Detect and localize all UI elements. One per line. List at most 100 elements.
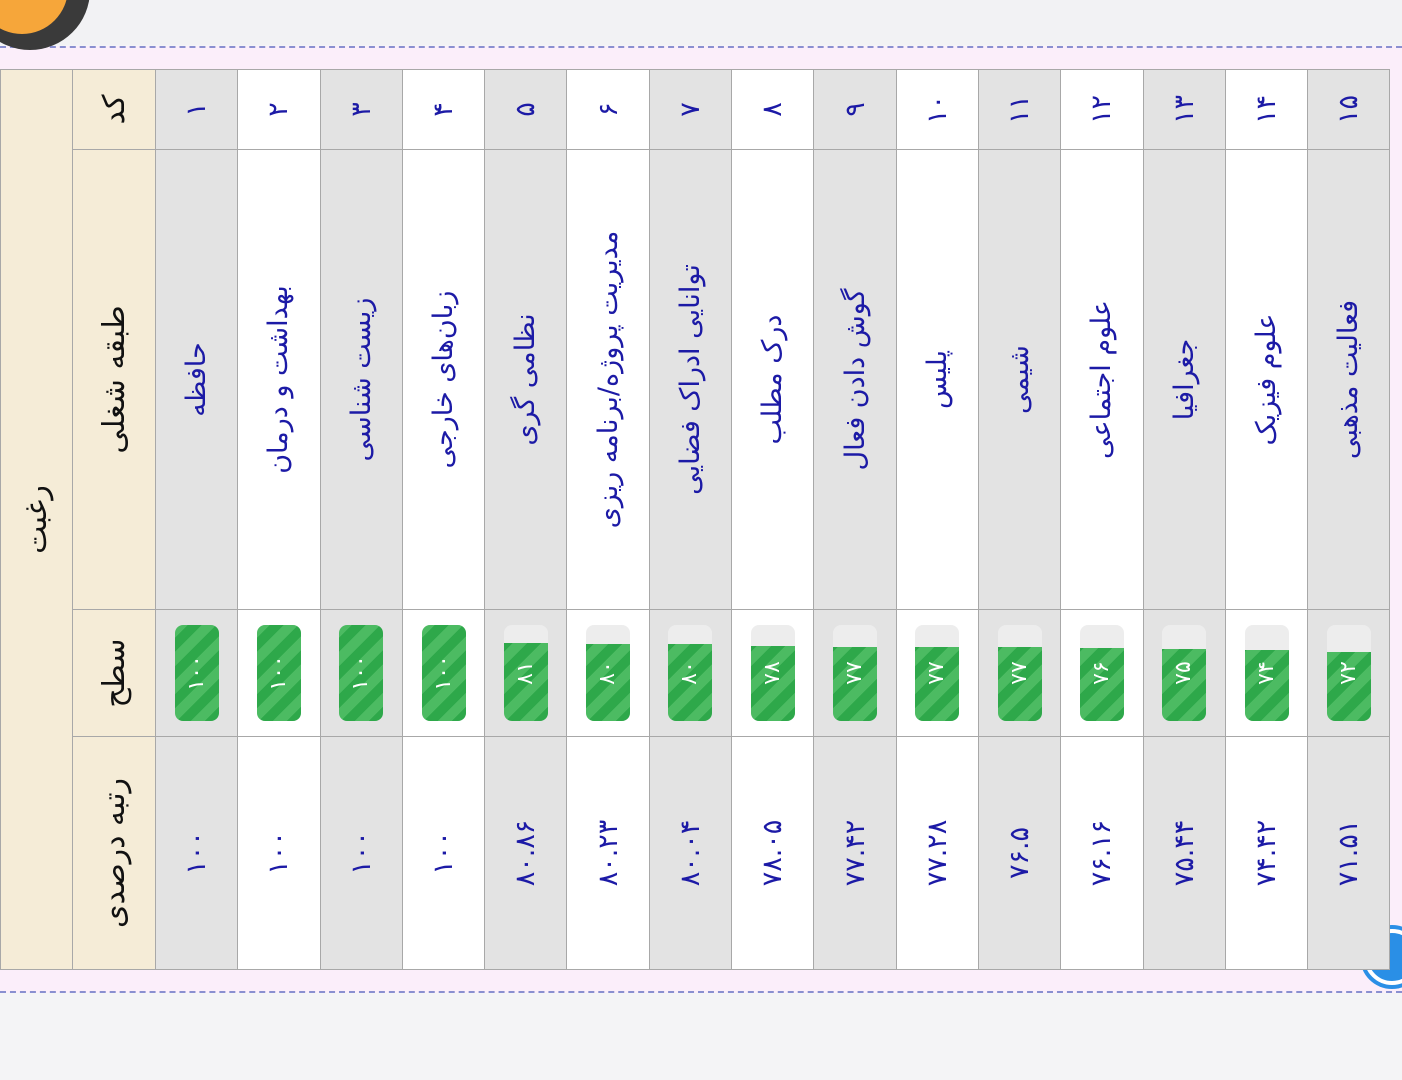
level-bar: ۷۲: [1326, 625, 1371, 721]
table-row: ۸ درک مطلب ۷۸ ۷۸.۰۵: [731, 69, 814, 970]
name-cell: بهداشت و درمان: [237, 149, 321, 610]
percentile-cell: ۸۰.۰۴: [649, 736, 732, 970]
level-cell: ۱۰۰: [320, 609, 403, 737]
top-strip: [0, 0, 1402, 45]
level-cell: ۱۰۰: [155, 609, 238, 737]
percentile-cell: ۷۷.۲۸: [896, 736, 979, 970]
code-cell: ۱۴: [1225, 69, 1308, 150]
table-row: ۱ حافظه ۱۰۰ ۱۰۰: [155, 69, 238, 970]
table-row: ۱۳ جغرافیا ۷۵ ۷۵.۴۴: [1143, 69, 1226, 970]
percentile-cell: ۱۰۰: [402, 736, 485, 970]
table-row: ۵ نظامی گری ۸۱ ۸۰.۸۶: [484, 69, 567, 970]
percentile-cell: ۷۵.۴۴: [1143, 736, 1226, 970]
name-cell: زیست شناسی: [320, 149, 403, 610]
table-row: ۱۰ پلیس ۷۷ ۷۷.۲۸: [896, 69, 979, 970]
level-label: ۸۰: [595, 661, 621, 685]
percentile-cell: ۱۰۰: [155, 736, 238, 970]
code-cell: ۱۲: [1060, 69, 1144, 150]
level-label: ۷۵: [1171, 661, 1197, 685]
percentile-cell: ۷۷.۴۲: [813, 736, 897, 970]
name-cell: شیمی: [978, 149, 1061, 610]
code-cell: ۳: [320, 69, 403, 150]
table-row: ۱۲ علوم اجتماعی ۷۶ ۷۶.۱۶: [1060, 69, 1144, 970]
name-cell: پلیس: [896, 149, 979, 610]
level-bar: ۸۰: [586, 625, 631, 721]
code-cell: ۱۰: [896, 69, 979, 150]
percentile-cell: ۱۰۰: [237, 736, 321, 970]
level-bar: ۸۱: [503, 625, 548, 721]
level-label: ۷۷: [1006, 661, 1032, 685]
level-bar: ۱۰۰: [339, 625, 384, 721]
code-cell: ۱: [155, 69, 238, 150]
percentile-cell: ۸۰.۲۳: [566, 736, 650, 970]
code-cell: ۶: [566, 69, 650, 150]
name-cell: نظامی گری: [484, 149, 567, 610]
header-cell: طبقه شغلی: [72, 149, 156, 610]
level-cell: ۷۷: [978, 609, 1061, 737]
header-row: کد طبقه شغلی سطح رتبه درصدی: [72, 69, 156, 970]
table-row: ۱۴ علوم فیزیک ۷۴ ۷۴.۴۲: [1225, 69, 1308, 970]
code-cell: ۱۳: [1143, 69, 1226, 150]
code-cell: ۲: [237, 69, 321, 150]
level-bar: ۷۷: [915, 625, 960, 721]
level-cell: ۷۴: [1225, 609, 1308, 737]
level-cell: ۷۸: [731, 609, 814, 737]
name-cell: علوم اجتماعی: [1060, 149, 1144, 610]
level-bar: ۷۷: [833, 625, 878, 721]
table-row: ۳ زیست شناسی ۱۰۰ ۱۰۰: [320, 69, 403, 970]
name-cell: درک مطلب: [731, 149, 814, 610]
level-bar: ۸۰: [668, 625, 713, 721]
level-bar: ۷۵: [1162, 625, 1207, 721]
level-bar: ۱۰۰: [256, 625, 301, 721]
name-cell: گوش دادن فعال: [813, 149, 897, 610]
level-cell: ۸۰: [649, 609, 732, 737]
level-cell: ۸۰: [566, 609, 650, 737]
name-cell: حافظه: [155, 149, 238, 610]
table-row: ۹ گوش دادن فعال ۷۷ ۷۷.۴۲: [813, 69, 897, 970]
table-body: ۱ حافظه ۱۰۰ ۱۰۰ ۲ بهداشت و درمان ۱۰۰ ۱۰۰ ۳ زیست ش…: [155, 69, 1390, 970]
name-cell: جغرافیا: [1143, 149, 1226, 610]
percentile-cell: ۷۸.۰۵: [731, 736, 814, 970]
code-cell: ۱۱: [978, 69, 1061, 150]
code-cell: ۴: [402, 69, 485, 150]
header-cell: رتبه درصدی: [72, 736, 156, 970]
code-cell: ۹: [813, 69, 897, 150]
level-label: ۷۲: [1335, 661, 1361, 685]
level-bar: ۷۶: [1079, 625, 1124, 721]
level-cell: ۱۰۰: [237, 609, 321, 737]
table-row: ۴ زبان‌های خارجی ۱۰۰ ۱۰۰: [402, 69, 485, 970]
code-cell: ۷: [649, 69, 732, 150]
header-cell: کد: [72, 69, 156, 150]
level-cell: ۱۰۰: [402, 609, 485, 737]
level-label: ۱۰۰: [348, 655, 374, 691]
name-cell: فعالیت مذهبی: [1307, 149, 1390, 610]
menu-button[interactable]: [0, 0, 68, 34]
level-cell: ۸۱: [484, 609, 567, 737]
level-bar: ۷۸: [750, 625, 795, 721]
level-label: ۱۰۰: [430, 655, 456, 691]
percentile-cell: ۱۰۰: [320, 736, 403, 970]
level-label: ۷۶: [1088, 661, 1114, 685]
header-cell: سطح: [72, 609, 156, 737]
level-label: ۷۴: [1253, 661, 1279, 685]
results-table: رغبت کد طبقه شغلی سطح رتبه درصدی ۱ حافظه ۱…: [0, 69, 1390, 970]
name-cell: زبان‌های خارجی: [402, 149, 485, 610]
title-row: رغبت: [0, 69, 73, 970]
name-cell: مدیریت پروژه/برنامه ریزی: [566, 149, 650, 610]
percentile-cell: ۷۶.۱۶: [1060, 736, 1144, 970]
percentile-cell: ۸۰.۸۶: [484, 736, 567, 970]
level-label: ۷۷: [842, 661, 868, 685]
code-cell: ۸: [731, 69, 814, 150]
table-title: رغبت: [0, 69, 73, 970]
level-label: ۱۰۰: [265, 655, 291, 691]
code-cell: ۱۵: [1307, 69, 1390, 150]
name-cell: توانایی ادراک فضایی: [649, 149, 732, 610]
table-row: ۶ مدیریت پروژه/برنامه ریزی ۸۰ ۸۰.۲۳: [566, 69, 650, 970]
percentile-cell: ۷۴.۴۲: [1225, 736, 1308, 970]
level-cell: ۷۷: [896, 609, 979, 737]
level-bar: ۱۰۰: [421, 625, 466, 721]
percentile-cell: ۷۱.۵۱: [1307, 736, 1390, 970]
level-cell: ۷۵: [1143, 609, 1226, 737]
